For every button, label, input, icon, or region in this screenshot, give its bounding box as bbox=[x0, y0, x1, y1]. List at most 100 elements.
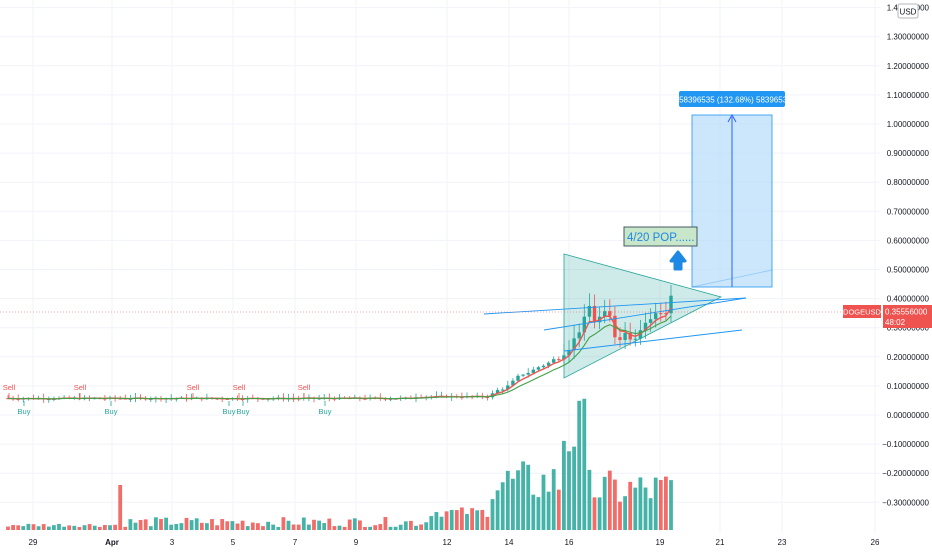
volume-bar bbox=[500, 482, 505, 530]
volume-bar bbox=[281, 517, 286, 530]
candle-body bbox=[669, 295, 673, 314]
price-tick-label: 0.60000000 bbox=[887, 236, 930, 245]
volume-bar bbox=[225, 521, 230, 530]
volume-bar bbox=[419, 524, 423, 530]
currency-badge: USD bbox=[900, 8, 917, 17]
volume-bar bbox=[118, 485, 123, 530]
volume-bar bbox=[62, 526, 66, 530]
volume-bar bbox=[495, 490, 500, 530]
volume-bar bbox=[521, 461, 525, 530]
price-tick-label: 1.00000000 bbox=[887, 120, 930, 129]
annotation-arrow-icon bbox=[669, 250, 687, 271]
triangle-pattern bbox=[563, 253, 723, 379]
annotation-box[interactable] bbox=[623, 226, 698, 247]
volume-bar bbox=[184, 517, 189, 530]
volume-bar bbox=[613, 479, 617, 530]
candle-body bbox=[577, 332, 581, 339]
volume-bar bbox=[103, 525, 107, 530]
volume-bar bbox=[6, 526, 10, 530]
volume-bar bbox=[368, 526, 372, 530]
candle-body bbox=[643, 322, 648, 331]
time-tick-label: 9 bbox=[354, 538, 359, 547]
volume-bar bbox=[658, 479, 663, 530]
price-tick-label: −0.30000000 bbox=[882, 498, 929, 507]
volume-bar bbox=[531, 494, 536, 530]
volume-bar bbox=[250, 522, 255, 530]
volume-bar bbox=[516, 470, 520, 530]
candle-body bbox=[572, 338, 576, 351]
price-tick-label: 0.90000000 bbox=[887, 149, 930, 158]
candle-body bbox=[526, 372, 530, 375]
price-axis-bg[interactable] bbox=[880, 0, 932, 550]
volume-bar bbox=[87, 524, 92, 530]
volume-bar bbox=[240, 520, 245, 530]
volume-bar bbox=[128, 519, 133, 530]
price-tick-label: 1.30000000 bbox=[887, 33, 930, 42]
volume-bar bbox=[215, 525, 219, 530]
volume-bar bbox=[82, 525, 87, 530]
volume-bar bbox=[429, 516, 434, 530]
sell-signal: Sell bbox=[298, 383, 311, 392]
volume-bar bbox=[133, 522, 138, 530]
volume-bar bbox=[449, 509, 454, 530]
volume-bar bbox=[409, 520, 413, 530]
volume-bar bbox=[31, 524, 36, 530]
candle-body bbox=[562, 355, 566, 360]
sell-signal: Sell bbox=[74, 383, 87, 392]
candle-body bbox=[633, 338, 637, 340]
volume-bar bbox=[424, 522, 429, 530]
volume-bar bbox=[373, 525, 378, 530]
price-tick-label: 0.20000000 bbox=[887, 353, 930, 362]
volume-bar bbox=[41, 524, 46, 530]
time-tick-label: 12 bbox=[443, 538, 452, 547]
projection-label-box[interactable] bbox=[679, 91, 785, 107]
symbol-badge-box[interactable] bbox=[843, 305, 881, 318]
volume-bar bbox=[556, 489, 561, 530]
volume-bar bbox=[643, 487, 648, 530]
volume-bar bbox=[511, 478, 515, 530]
candle-body bbox=[531, 369, 535, 373]
volume-bar bbox=[210, 519, 214, 530]
volume-bar bbox=[266, 521, 270, 530]
volume-bar bbox=[26, 523, 31, 530]
candle-body bbox=[521, 374, 525, 376]
candle-body bbox=[654, 313, 658, 320]
candle-body bbox=[541, 365, 546, 368]
volume-layer bbox=[6, 398, 673, 530]
volume-bar bbox=[113, 524, 117, 530]
volume-bar bbox=[577, 400, 582, 530]
volume-bar bbox=[363, 526, 367, 530]
volume-bar bbox=[52, 525, 56, 530]
volume-bar bbox=[230, 521, 235, 530]
candle-body bbox=[623, 333, 627, 340]
time-tick-label: 21 bbox=[716, 538, 725, 547]
candle-body bbox=[501, 389, 505, 391]
projection-arrow-head bbox=[727, 113, 737, 123]
volume-bar bbox=[148, 526, 153, 530]
candle-body bbox=[506, 385, 510, 390]
currency-badge-box[interactable] bbox=[897, 3, 919, 19]
volume-bar bbox=[245, 526, 250, 530]
volume-bar bbox=[414, 525, 418, 530]
volume-bar bbox=[337, 525, 342, 530]
volume-bar bbox=[352, 518, 357, 530]
candle-body bbox=[664, 313, 668, 315]
volume-bar bbox=[383, 517, 388, 530]
volume-bar bbox=[235, 523, 240, 530]
volume-bar bbox=[332, 526, 337, 530]
trendline bbox=[563, 329, 743, 352]
sell-signal: Sell bbox=[3, 383, 16, 392]
slow-ma-line bbox=[7, 315, 672, 400]
last-price-badge-box[interactable] bbox=[883, 305, 932, 328]
volume-bar bbox=[454, 510, 459, 530]
price-tick-label: 1.10000000 bbox=[887, 91, 930, 100]
volume-bar bbox=[108, 525, 112, 530]
volume-bar bbox=[465, 513, 469, 530]
volume-bar bbox=[36, 526, 41, 530]
volume-bar bbox=[271, 524, 276, 530]
volume-bar bbox=[220, 519, 225, 530]
sell-signal: Sell bbox=[233, 383, 246, 392]
buy-signal: Buy bbox=[319, 407, 332, 416]
volume-bar bbox=[485, 516, 490, 530]
candle-body bbox=[557, 359, 561, 361]
